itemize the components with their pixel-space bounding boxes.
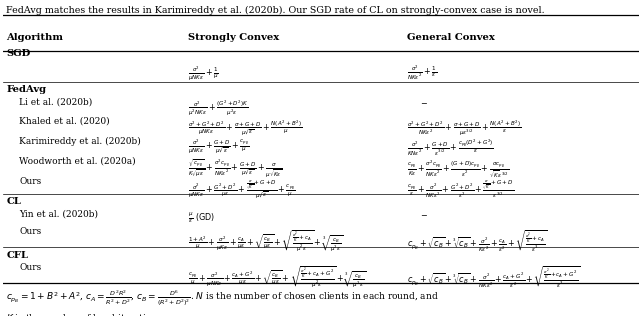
Text: $K$ is the number of local iterations.: $K$ is the number of local iterations. <box>6 312 165 316</box>
Text: Algorithm: Algorithm <box>6 33 63 42</box>
Text: $c_{p_B}+\sqrt{c_B}+\sqrt[3]{c_B} + \frac{\sigma^2}{Kε^2} + \frac{c_A}{ε^2} + \s: $c_{p_B}+\sqrt{c_B}+\sqrt[3]{c_B} + \fra… <box>407 229 547 254</box>
Text: $\frac{\sqrt{c_{p_B}}}{K\sqrt{\mu ε}} + \frac{\sigma^2 c_{p_B}}{NKε^2} + \frac{G: $\frac{\sqrt{c_{p_B}}}{K\sqrt{\mu ε}} + … <box>188 158 282 180</box>
Text: Karimireddy et al. (2020b): Karimireddy et al. (2020b) <box>19 137 141 146</box>
Text: Woodworth et al. (2020a): Woodworth et al. (2020a) <box>19 157 136 166</box>
Text: $\frac{\sigma^2+G^2+D^2}{\mu NKε} + \frac{\sigma+G+D}{\mu\sqrt{ε}} + \frac{N(A^2: $\frac{\sigma^2+G^2+D^2}{\mu NKε} + \fra… <box>188 118 302 137</box>
Text: SGD: SGD <box>6 49 31 58</box>
Text: CL: CL <box>6 197 21 206</box>
Text: $-$: $-$ <box>420 209 428 218</box>
Text: $\frac{\sigma^2}{\mu NKε} + \frac{G+D}{\mu\sqrt{ε}} + \frac{c_{p_B}}{\mu}$: $\frac{\sigma^2}{\mu NKε} + \frac{G+D}{\… <box>188 138 249 156</box>
Text: $c_{p_B}+\sqrt{c_B}+\sqrt[3]{c_B} + \frac{\sigma^2}{NKε^2} + \frac{c_A+G^2}{ε^2}: $c_{p_B}+\sqrt{c_B}+\sqrt[3]{c_B} + \fra… <box>407 264 580 290</box>
Text: $\frac{\sigma^2}{\mu^2 NKε} + \frac{(G^2+D^2)K}{\mu^2 ε}$: $\frac{\sigma^2}{\mu^2 NKε} + \frac{(G^2… <box>188 98 248 118</box>
Text: FedAvg matches the results in Karimireddy et al. (2020b). Our SGD rate of CL on : FedAvg matches the results in Karimiredd… <box>6 6 545 15</box>
Text: $-$: $-$ <box>420 97 428 106</box>
Text: Khaled et al. (2020): Khaled et al. (2020) <box>19 117 109 126</box>
Text: Strongly Convex: Strongly Convex <box>188 33 279 42</box>
Text: $\frac{c_{p_B}}{\mu} + \frac{\sigma^2}{\mu NKε} + \frac{c_A+G^2}{\mu ε} + \sqrt{: $\frac{c_{p_B}}{\mu} + \frac{\sigma^2}{\… <box>188 264 366 290</box>
Text: $c_{p_B} = 1 + B^2 + A^2$, $c_A = \frac{D^2R^2}{R^2+D^2}$, $c_B = \frac{D^6}{(R^: $c_{p_B} = 1 + B^2 + A^2$, $c_A = \frac{… <box>6 288 439 308</box>
Text: $\frac{\sigma^2}{\mu NKε} + \frac{1}{\mu}$: $\frac{\sigma^2}{\mu NKε} + \frac{1}{\mu… <box>188 64 219 82</box>
Text: $\frac{1+A^2}{\mu} + \frac{\sigma^2}{\mu Kε} + \frac{c_A}{\mu ε} + \sqrt{\frac{c: $\frac{1+A^2}{\mu} + \frac{\sigma^2}{\mu… <box>188 229 343 254</box>
Text: $\frac{\sigma^2}{NKε^2} + \frac{1}{ε}$: $\frac{\sigma^2}{NKε^2} + \frac{1}{ε}$ <box>407 64 437 82</box>
Text: Ours: Ours <box>19 228 42 236</box>
Text: $\frac{c_{p_B}}{Kε} + \frac{\sigma^2 c_{p_B}}{NKε^2} + \frac{(G+D)c_{p_B}}{ε^2} : $\frac{c_{p_B}}{Kε} + \frac{\sigma^2 c_{… <box>407 158 509 180</box>
Text: CFL: CFL <box>6 251 28 260</box>
Text: FedAvg: FedAvg <box>6 85 47 94</box>
Text: $\frac{\sigma^2+G^2+D^2}{NKε^2} + \frac{\sigma+G+D}{\mu ε^{3/2}} + \frac{N(A^2+B: $\frac{\sigma^2+G^2+D^2}{NKε^2} + \frac{… <box>407 118 522 138</box>
Text: Li et al. (2020b): Li et al. (2020b) <box>19 97 92 106</box>
Text: $\frac{\sigma^2}{\mu NKε} + \frac{G^2+D^2}{\mu ε} + \frac{\frac{\sigma}{\sqrt{K}: $\frac{\sigma^2}{\mu NKε} + \frac{G^2+D^… <box>188 178 296 200</box>
Text: General Convex: General Convex <box>407 33 495 42</box>
Text: Ours: Ours <box>19 263 42 272</box>
Text: $\frac{\mu}{ε}$ (GD): $\frac{\mu}{ε}$ (GD) <box>188 210 215 225</box>
Text: $\frac{c_{p_B}}{ε} + \frac{\sigma^2}{NKε^2} + \frac{G^2+D^2}{ε^2} + \frac{\frac{: $\frac{c_{p_B}}{ε} + \frac{\sigma^2}{NKε… <box>407 178 514 200</box>
Text: Yin et al. (2020b): Yin et al. (2020b) <box>19 209 98 218</box>
Text: $\frac{\sigma^2}{KNε^2} + \frac{G+D}{ε^{3/2}} + \frac{c_{p_B}(D^2+G^2)}{ε}$: $\frac{\sigma^2}{KNε^2} + \frac{G+D}{ε^{… <box>407 138 494 158</box>
Text: Ours: Ours <box>19 177 42 185</box>
